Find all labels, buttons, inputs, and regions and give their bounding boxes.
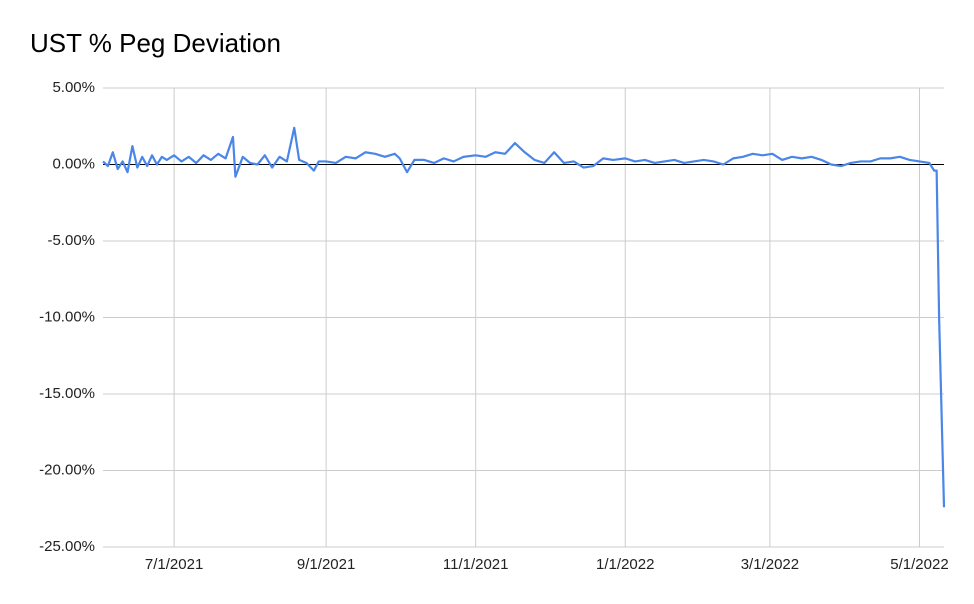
- x-tick-label: 11/1/2021: [443, 556, 509, 573]
- x-tick-label: 7/1/2021: [145, 556, 203, 573]
- y-tick-label: 0.00%: [52, 155, 95, 172]
- x-tick-label: 5/1/2022: [890, 556, 948, 573]
- y-tick-label: -5.00%: [47, 232, 95, 249]
- y-tick-label: 5.00%: [52, 79, 95, 96]
- y-tick-label: -10.00%: [39, 308, 95, 325]
- x-tick-label: 9/1/2021: [297, 556, 355, 573]
- y-tick-label: -20.00%: [39, 461, 95, 478]
- x-tick-label: 1/1/2022: [596, 556, 654, 573]
- y-tick-label: -25.00%: [39, 538, 95, 555]
- y-tick-label: -15.00%: [39, 385, 95, 402]
- data-line: [102, 126, 946, 508]
- chart-title: UST % Peg Deviation: [30, 28, 281, 58]
- x-tick-label: 3/1/2022: [741, 556, 799, 573]
